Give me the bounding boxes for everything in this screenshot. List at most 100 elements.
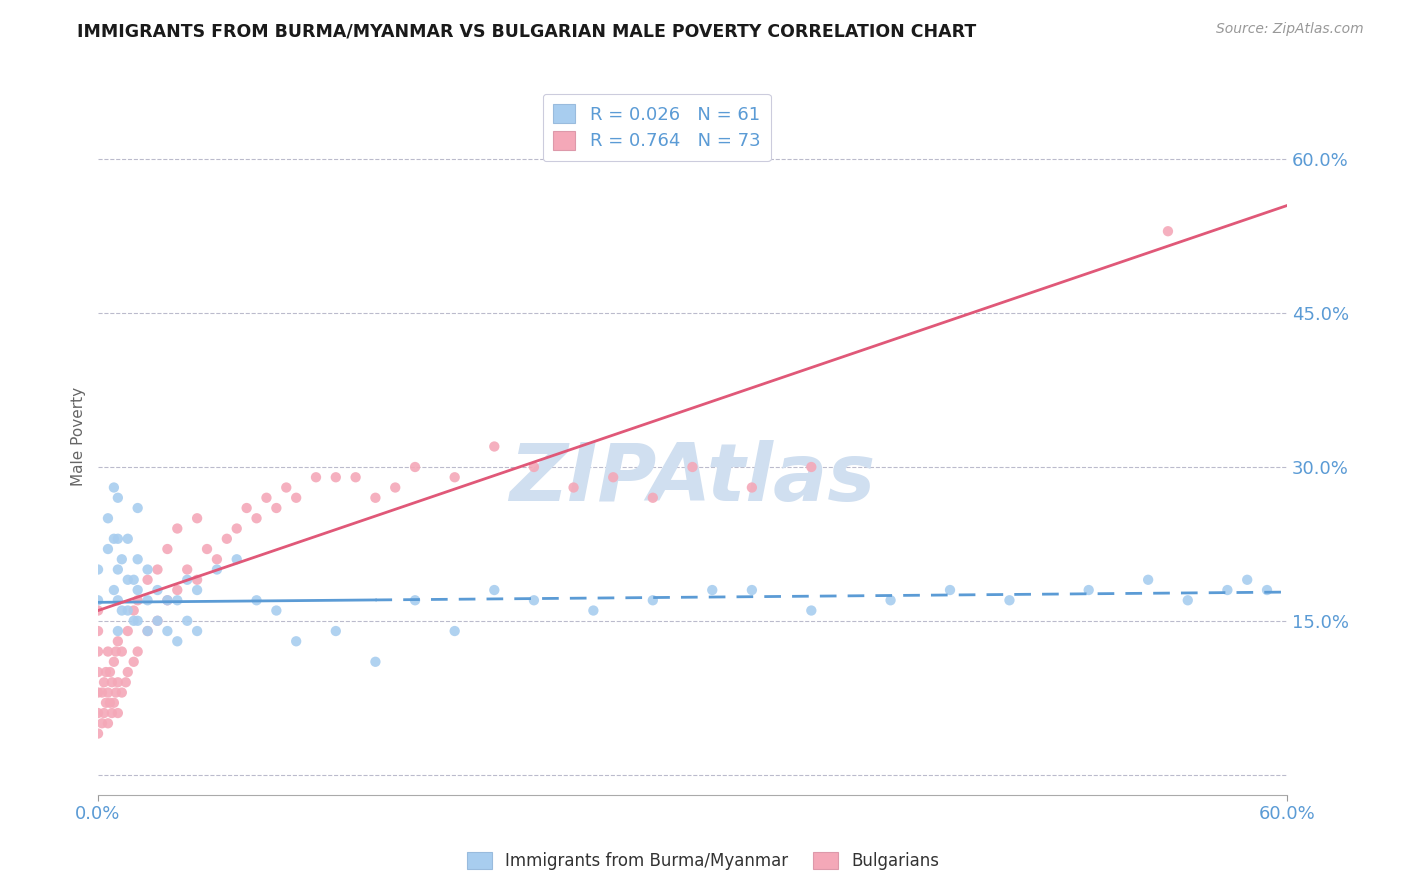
Point [93,675,115,690]
Point [256,491,278,505]
Point [87,665,110,679]
Point [325,624,347,638]
Point [97,716,120,731]
Point [562,481,585,495]
Point [91,685,114,699]
Point [364,491,387,505]
Point [156,541,179,556]
Point [404,593,426,607]
Point [523,460,546,475]
Point [103,532,125,546]
Point [127,614,149,628]
Point [266,603,288,617]
Point [103,481,125,495]
Point [117,624,139,638]
Point [136,624,159,638]
Point [111,552,134,566]
Point [245,593,267,607]
Point [195,541,218,556]
Point [285,634,308,648]
Point [98,696,121,710]
Point [156,593,179,607]
Point [443,624,465,638]
Point [523,593,546,607]
Point [87,726,110,740]
Point [225,552,247,566]
Legend: R = 0.026   N = 61, R = 0.764   N = 73: R = 0.026 N = 61, R = 0.764 N = 73 [543,94,770,161]
Point [205,552,228,566]
Point [186,582,208,597]
Point [1256,582,1278,597]
Point [156,624,179,638]
Point [103,582,125,597]
Point [107,675,129,690]
Point [305,470,328,484]
Point [117,665,139,679]
Point [127,501,149,516]
Y-axis label: Male Poverty: Male Poverty [72,387,86,486]
Point [998,593,1021,607]
Point [87,706,110,720]
Point [111,603,134,617]
Point [404,460,426,475]
Point [484,582,506,597]
Point [166,582,188,597]
Point [87,624,110,638]
Point [1077,582,1099,597]
Point [114,675,136,690]
Point [146,614,169,628]
Point [103,655,125,669]
Point [879,593,901,607]
Point [127,644,149,658]
Point [186,511,208,525]
Point [103,696,125,710]
Point [939,582,962,597]
Point [87,562,110,576]
Text: ZIPAtlas: ZIPAtlas [509,441,876,518]
Point [602,470,624,484]
Point [741,481,763,495]
Point [107,593,129,607]
Point [1236,573,1258,587]
Point [136,562,159,576]
Point [136,573,159,587]
Point [127,593,149,607]
Point [111,644,134,658]
Point [1216,582,1239,597]
Point [344,470,367,484]
Point [276,481,298,495]
Point [107,491,129,505]
Point [97,644,120,658]
Point [107,624,129,638]
Point [285,491,308,505]
Point [146,562,169,576]
Point [156,593,179,607]
Point [94,696,117,710]
Point [266,501,288,516]
Point [104,644,127,658]
Point [107,706,129,720]
Point [325,470,347,484]
Point [94,665,117,679]
Point [484,440,506,454]
Point [107,532,129,546]
Point [87,685,110,699]
Point [87,644,110,658]
Point [107,562,129,576]
Point [136,624,159,638]
Point [122,573,145,587]
Point [1157,224,1180,238]
Point [245,511,267,525]
Point [146,614,169,628]
Point [97,541,120,556]
Point [800,603,823,617]
Point [443,470,465,484]
Point [91,716,114,731]
Point [800,460,823,475]
Point [127,552,149,566]
Point [127,582,149,597]
Point [176,573,198,587]
Point [215,532,238,546]
Point [166,522,188,536]
Point [176,614,198,628]
